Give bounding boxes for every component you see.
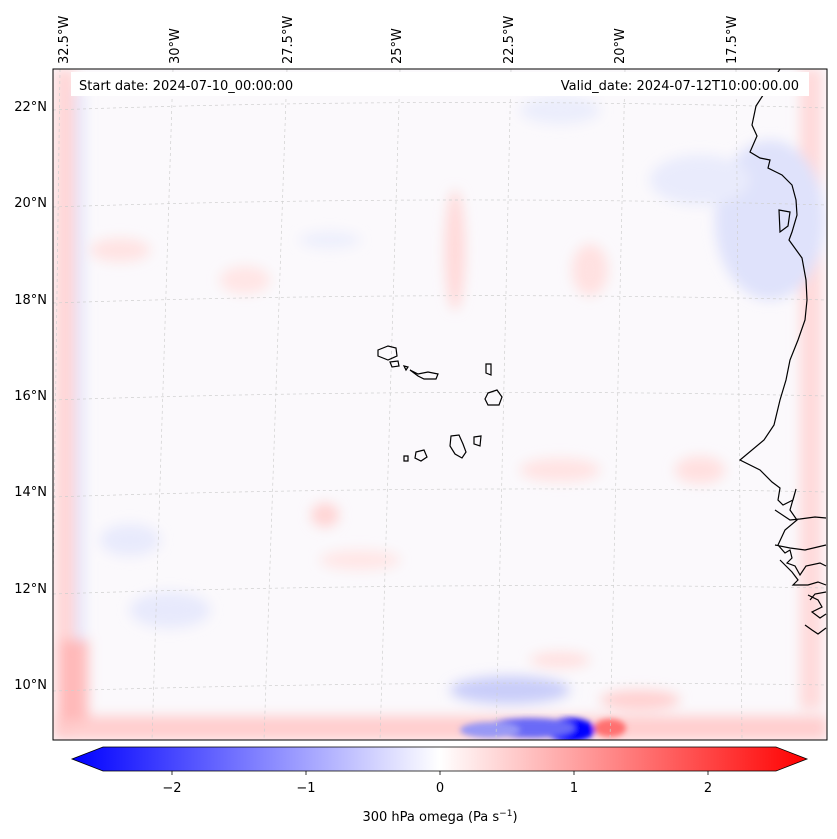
africa-coastline: [738, 69, 827, 635]
colorbar-ticks: [171, 771, 709, 775]
colorbar-title-exponent: −1: [499, 809, 512, 819]
gridlines: [53, 69, 827, 740]
island-sao-vicente: [389, 360, 400, 368]
coastlines: [377, 69, 827, 635]
start-date-label: Start date: 2024-07-10_00:00:00: [79, 79, 293, 94]
lat-label: 22°N: [14, 100, 47, 115]
lat-label: 20°N: [14, 196, 47, 211]
island-fogo: [414, 449, 428, 462]
colorbar-title-close: ): [512, 810, 517, 825]
island-sal: [485, 363, 492, 376]
colorbar-title-text: 300 hPa omega (Pa s: [362, 810, 499, 825]
lon-label: 25°W: [390, 28, 405, 64]
island-sao-nicolau: [409, 369, 439, 380]
lon-label: 20°W: [613, 28, 628, 64]
lon-label: 30°W: [168, 28, 183, 64]
lat-label: 18°N: [14, 293, 47, 308]
colorbar-tick-label: 1: [570, 781, 578, 796]
island-boa-vista: [484, 389, 503, 406]
colorbar-tick-label: −2: [162, 781, 181, 796]
stamp-bar: [71, 72, 809, 96]
island-santiago: [449, 434, 467, 459]
omega-field: [53, 69, 827, 740]
map-frame: [52, 68, 828, 741]
island-santo-antao: [377, 345, 398, 361]
island-brava: [403, 455, 409, 462]
lon-label: 17.5°W: [725, 16, 740, 64]
colorbar: −2 −1 0 1 2 300 hPa omega (Pa s−1): [70, 746, 809, 825]
island-maio: [473, 435, 482, 447]
lon-label: 27.5°W: [281, 16, 296, 64]
lat-label: 10°N: [14, 678, 47, 693]
lon-label: 32.5°W: [57, 16, 72, 64]
colorbar-title: 300 hPa omega (Pa s−1): [362, 809, 517, 825]
lat-label: 12°N: [14, 582, 47, 597]
colorbar-bar: [70, 746, 809, 772]
lat-label: 14°N: [14, 485, 47, 500]
latitude-labels: 22°N 20°N 18°N 16°N 14°N 12°N 10°N: [14, 100, 47, 693]
longitude-labels: 32.5°W 30°W 27.5°W 25°W 22.5°W 20°W 17.5…: [57, 16, 740, 64]
colorbar-tick-label: −1: [296, 781, 315, 796]
omega-strong-core: [460, 718, 626, 740]
lat-label: 16°N: [14, 389, 47, 404]
colorbar-tick-label: 2: [704, 781, 712, 796]
valid-date-label: Valid_date: 2024-07-12T10:00:00.00: [561, 79, 799, 94]
map-plot-area: [53, 69, 827, 740]
colorbar-tick-label: 0: [436, 781, 444, 796]
island-santa-luzia: [402, 365, 409, 372]
lon-label: 22.5°W: [502, 16, 517, 64]
